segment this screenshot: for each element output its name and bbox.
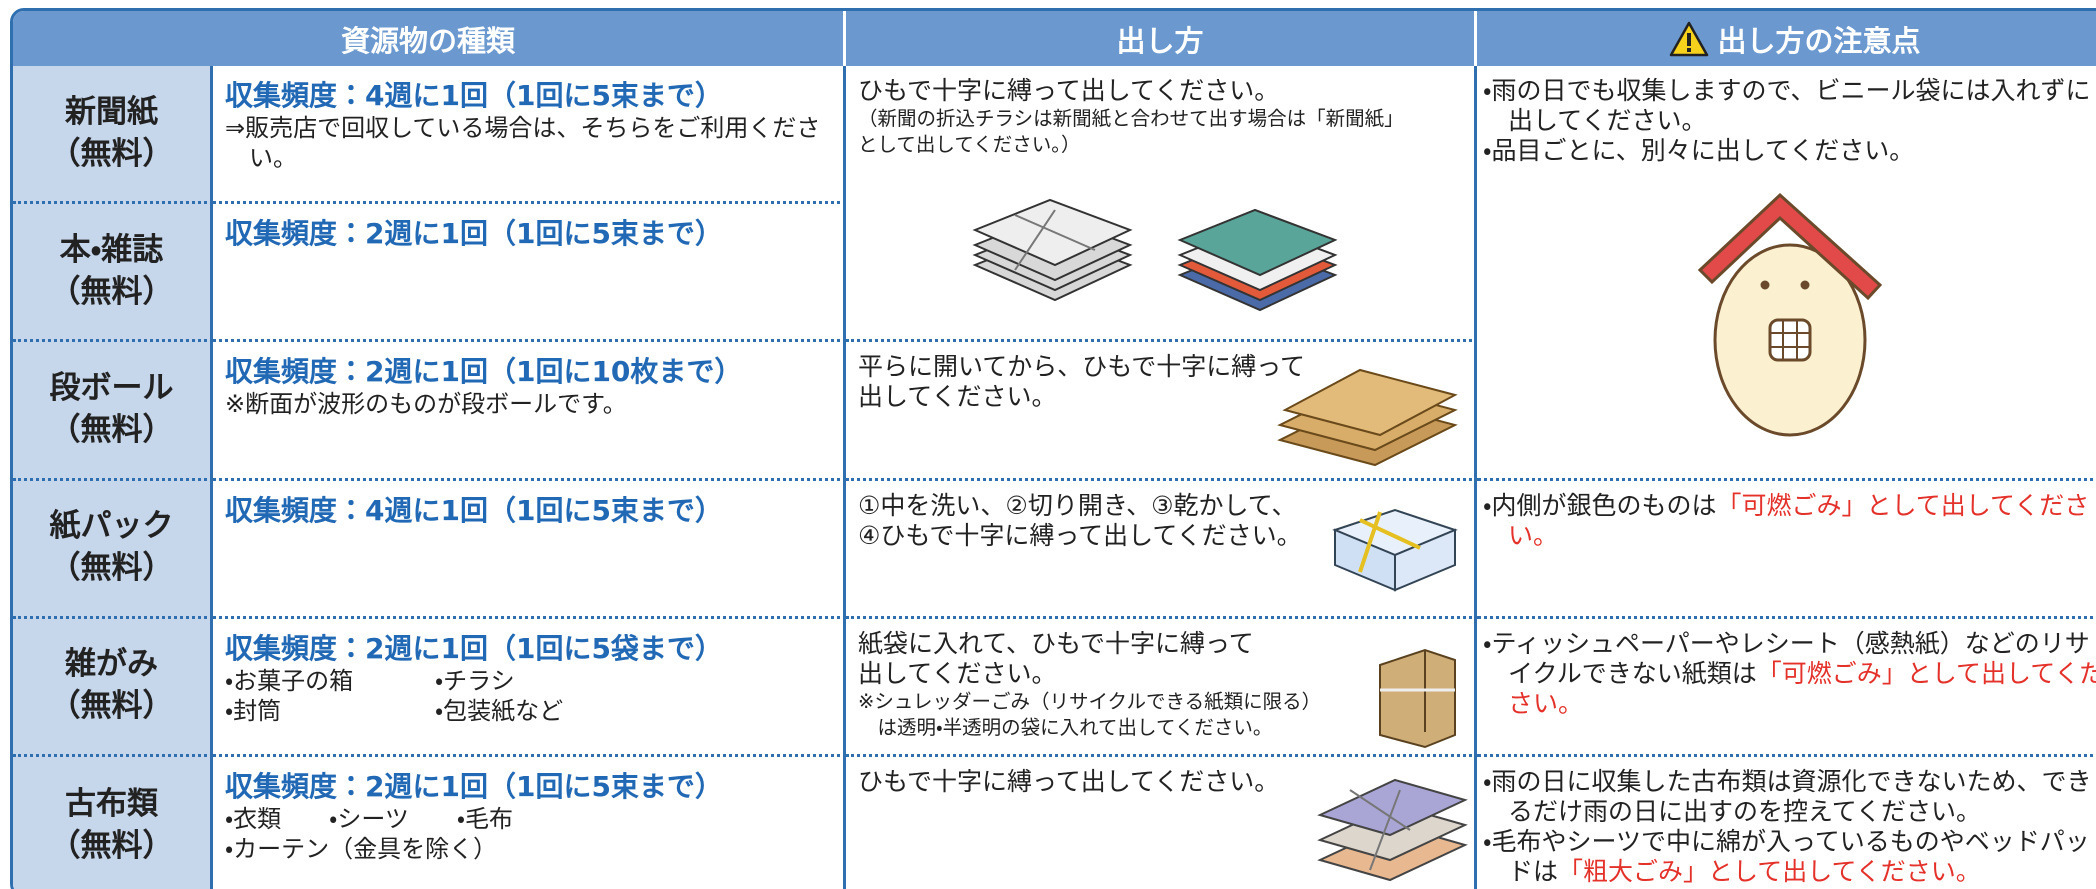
caution-cell: ・内側が銀色のものは「可燃ごみ」として出してください。 [1477, 481, 2096, 619]
item-name: 雑がみ [65, 646, 158, 683]
frequency: 収集頻度：4週に1回（1回に5束まで） [225, 493, 723, 527]
method-text: 出してください。 [858, 658, 1057, 688]
frequency: 収集頻度：2週に1回（1回に5束まで） [225, 769, 723, 803]
method-cell: ①中を洗い、②切り開き、③乾かして、 ④ひもで十字に縛って出してください。 [846, 480, 1477, 619]
method-text: ①中を洗い、②切り開き、③乾かして、 [858, 490, 1297, 520]
caution-cell: ・雨の日に収集した古布類は資源化できないため、できるだけ雨の日に出すのを控えてく… [1477, 757, 2096, 889]
method-text: 出してください。 [858, 382, 1057, 412]
item-fee: （無料） [49, 550, 174, 587]
method-text: 紙袋に入れて、ひもで十字に縛って [858, 628, 1254, 658]
method-cell: ひもで十字に縛って出してください。 [846, 756, 1477, 889]
header-text: 資源物の種類 [340, 23, 515, 58]
method-cell: ひもで十字に縛って出してください。 （新聞の折込チラシは新聞紙と合わせて出す場合は… [846, 66, 1477, 343]
frequency: 収集頻度：2週に1回（1回に5束まで） [225, 217, 723, 251]
detail-text: ・カーテン（金具を除く） [225, 834, 498, 863]
item-fee: （無料） [49, 135, 174, 172]
method-cell: 平らに開いてから、ひもで十字に縛って 出してください。 [846, 342, 1477, 481]
item-name-cell: 雑がみ （無料） [13, 618, 213, 757]
item-name: 新聞紙 [65, 93, 158, 130]
method-note: として出してください。） [858, 133, 1081, 157]
caution-emphasis: 「粗大ごみ」として出してください。 [1558, 856, 1981, 886]
caution-text: ・雨の日に収集した古布類は資源化できないため、できるだけ雨の日に出すのを控えてく… [1483, 766, 2092, 826]
detail-text: ・包装紙など [435, 696, 564, 725]
details: ※断面が波形のものが段ボールです。 [225, 389, 843, 419]
detail-text: ・封筒 [225, 696, 282, 725]
item-name-cell: 新聞紙 （無料） [13, 66, 213, 205]
item-type-cell: 収集頻度：4週に1回（1回に5束まで） ⇒販売店で回収している場合は、そちらをご利… [213, 66, 846, 205]
method-text: ひもで十字に縛って出してください。 [858, 766, 1280, 796]
caution-emphasis: 「可燃ごみ」として出してください。 [1508, 658, 2096, 718]
caution-text: ・内側が銀色のものは [1483, 490, 1717, 520]
header-cell: 資源物の種類 [13, 11, 846, 66]
item-name-cell: 段ボール （無料） [13, 342, 213, 481]
item-name: 段ボール [49, 370, 174, 407]
detail-text: ※断面が波形のものが段ボールです。 [225, 390, 627, 419]
detail-text: ・お菓子の箱 [225, 666, 354, 695]
header-cell: 出し方の注意点 [1477, 11, 2096, 66]
detail-text: ・チラシ [435, 666, 515, 695]
header-text: 出し方 [1116, 23, 1204, 58]
method-text: ひもで十字に縛って出してください。 [858, 76, 1280, 105]
method-cell: 紙袋に入れて、ひもで十字に縛って 出してください。 ※シュレッダーごみ（リサイクルで… [846, 618, 1477, 757]
method-text: ④ひもで十字に縛って出してください。 [858, 520, 1302, 550]
item-type-cell: 収集頻度：2週に1回（1回に5束まで） ・衣類 ・シーツ ・毛布 ・カーテン（金具を除く… [213, 756, 846, 889]
item-type-cell: 収集頻度：2週に1回（1回に5束まで） [213, 204, 846, 343]
item-name-cell: 紙パック （無料） [13, 480, 213, 619]
caution-emphasis: 「可燃ごみ」として出してください。 [1508, 490, 2090, 550]
caution-item: ・毛布やシーツで中に綿が入っているものやベッドパッドは「粗大ごみ」として出してく… [1483, 827, 2096, 887]
warning-icon [1670, 21, 1709, 56]
item-type-cell: 収集頻度：4週に1回（1回に5束まで） [213, 480, 846, 619]
caution-item: ・雨の日に収集した古布類は資源化できないため、できるだけ雨の日に出すのを控えてく… [1483, 767, 2096, 827]
caution-cell: ・ティッシュペーパーやレシート（感熱紙）などのリサイクルできない紙類は「可燃ごみ… [1477, 619, 2096, 757]
caution-text: ・ティッシュペーパーやレシート（感熱紙）などのリサイクルできない紙類は [1483, 628, 2090, 688]
item-fee: （無料） [49, 827, 174, 864]
header-text: 出し方の注意点 [1717, 23, 1921, 58]
item-name: 古布類 [65, 786, 158, 823]
item-fee: （無料） [49, 273, 174, 310]
detail-text: ・シーツ [329, 804, 409, 833]
item-name-cell: 本・雑誌 （無料） [13, 204, 213, 343]
details: ⇒販売店で回収している場合は、そちらをご利用ください。 [225, 113, 843, 173]
item-name: 本・雑誌 [59, 231, 164, 268]
detail-text: ⇒販売店で回収している場合は、そちらをご利用ください。 [225, 114, 821, 172]
caution-text: ・雨の日でも収集しますので、ビニール袋には入れずに出してください。 [1483, 76, 2091, 135]
caution-item: ・内側が銀色のものは「可燃ごみ」として出してください。 [1483, 491, 2096, 551]
item-name-cell: 古布類 （無料） [13, 756, 213, 889]
details: ・衣類 ・シーツ ・毛布 ・カーテン（金具を除く） [225, 804, 843, 864]
detail-text: ・衣類 [225, 804, 282, 833]
frequency: 収集頻度：2週に1回（1回に5袋まで） [225, 631, 723, 665]
detail-text: ・毛布 [456, 804, 514, 833]
header-cell: 出し方 [846, 11, 1477, 66]
caution-item: ・雨の日でも収集しますので、ビニール袋には入れずに出してください。 [1483, 76, 2096, 136]
caution-cell: ・雨の日でも収集しますので、ビニール袋には入れずに出してください。 ・品目ごとに、… [1477, 66, 2096, 481]
item-type-cell: 収集頻度：2週に1回（1回に5袋まで） ・お菓子の箱 ・チラシ・封筒 ・包装紙など [213, 618, 846, 757]
method-note: （新聞の折込チラシは新聞紙と合わせて出す場合は「新聞紙」 [858, 107, 1404, 130]
frequency: 収集頻度：4週に1回（1回に5束まで） [225, 79, 723, 112]
collection-table: 資源物の種類 出し方 出し方の注意点 新聞紙 （無料） 収集頻度：4週に1回（1回に… [10, 8, 2096, 889]
details: ・お菓子の箱 ・チラシ・封筒 ・包装紙など [225, 666, 843, 726]
item-type-cell: 収集頻度：2週に1回（1回に10枚まで） ※断面が波形のものが段ボールです。 [213, 342, 846, 481]
method-text: 平らに開いてから、ひもで十字に縛って [858, 352, 1306, 382]
item-fee: （無料） [49, 411, 174, 448]
caution-item: ・ティッシュペーパーやレシート（感熱紙）などのリサイクルできない紙類は「可燃ごみ… [1483, 629, 2096, 719]
item-fee: （無料） [49, 688, 174, 725]
method-note: は透明・半透明の袋に入れて出してください。 [858, 715, 1273, 739]
item-name: 紙パック [49, 508, 174, 545]
frequency: 収集頻度：2週に1回（1回に10枚まで） [225, 355, 743, 389]
caution-text: ・毛布やシーツで中に綿が入っているものやベッドパッドは [1483, 826, 2090, 886]
method-note: ※シュレッダーごみ（リサイクルできる紙類に限る） [858, 689, 1322, 713]
caution-item: ・品目ごとに、別々に出してください。 [1483, 136, 2096, 166]
caution-text: ・品目ごとに、別々に出してください。 [1483, 136, 1915, 165]
